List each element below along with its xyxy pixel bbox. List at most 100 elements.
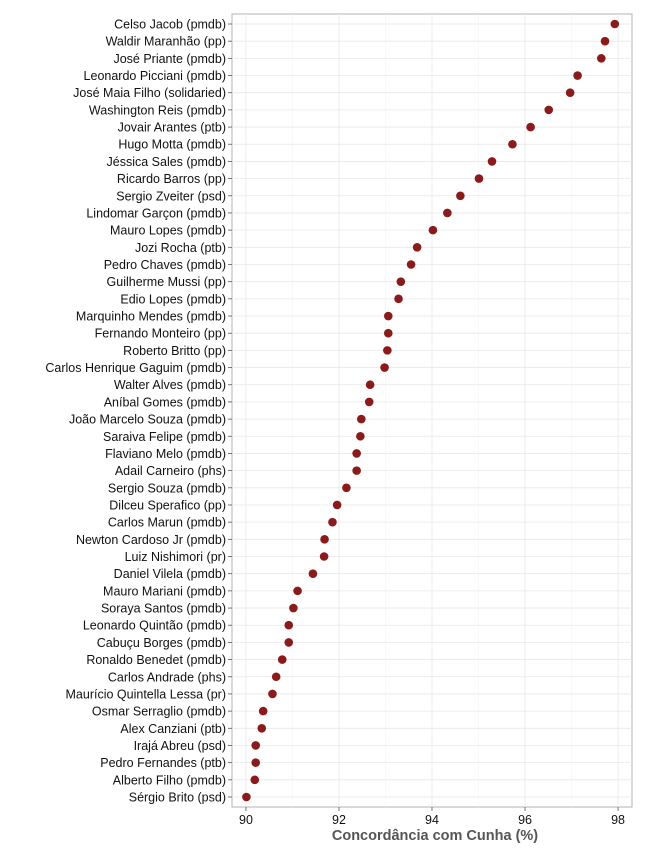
category-label: Irajá Abreu (psd) [134, 739, 226, 753]
category-label: Flaviano Melo (pmdb) [105, 447, 226, 461]
category-label: Leonardo Picciani (pmdb) [84, 69, 226, 83]
category-label: Carlos Andrade (phs) [108, 670, 226, 684]
category-label: Alex Canziani (ptb) [120, 722, 226, 736]
data-point [443, 208, 452, 218]
category-label: Aníbal Gomes (pmdb) [104, 395, 226, 409]
data-point [565, 88, 575, 98]
data-point [544, 105, 554, 115]
data-point [474, 174, 484, 183]
axis-ticks [228, 23, 619, 811]
data-point [251, 741, 261, 750]
category-label: Waldir Maranhão (pp) [106, 35, 226, 49]
data-point [319, 552, 329, 561]
data-point [383, 328, 393, 338]
data-point [257, 723, 267, 733]
category-label: Saraiva Felipe (pmdb) [103, 430, 226, 444]
data-point [242, 792, 251, 802]
category-label: Roberto Britto (pp) [123, 344, 226, 358]
category-label: Pedro Fernandes (ptb) [100, 756, 226, 770]
data-point [380, 363, 389, 372]
category-label: Dilceu Sperafico (pp) [109, 498, 226, 512]
category-label: Hugo Motta (pmdb) [118, 138, 226, 152]
category-label: Jozi Rocha (ptb) [135, 241, 226, 255]
data-points [242, 19, 620, 802]
category-label: Daniel Vilela (pmdb) [114, 567, 226, 581]
minor-gridlines [292, 14, 572, 807]
data-point [394, 294, 403, 304]
major-gridlines [232, 14, 632, 807]
data-point [284, 620, 294, 630]
data-point [357, 414, 366, 424]
data-point [342, 483, 351, 493]
category-label: Edio Lopes (pmdb) [120, 292, 226, 306]
data-point [268, 689, 277, 699]
data-point [487, 157, 497, 166]
data-point [365, 380, 375, 390]
data-point [308, 569, 318, 578]
category-label: Guilherme Mussi (pp) [107, 275, 226, 289]
x-tick-label: 98 [611, 813, 625, 827]
category-label: Newton Cardoso Jr (pmdb) [76, 533, 226, 547]
category-label: Leonardo Quintão (pmdb) [83, 619, 226, 633]
category-label: Fernando Monteiro (pp) [95, 327, 226, 341]
category-label: Sergio Zveiter (psd) [116, 189, 226, 203]
data-point [383, 346, 392, 355]
data-point [352, 466, 361, 475]
data-point [526, 122, 535, 132]
data-point [508, 139, 517, 149]
x-tick-label: 90 [239, 813, 253, 827]
data-point [396, 277, 406, 286]
data-point [284, 638, 294, 647]
data-point [600, 36, 610, 46]
x-axis-title: Concordância com Cunha (%) [332, 828, 538, 844]
category-label: Sérgio Brito (psd) [129, 791, 226, 805]
category-label: Washington Reis (pmdb) [89, 103, 226, 117]
data-point [573, 71, 582, 80]
category-label: Carlos Marun (pmdb) [108, 516, 226, 530]
category-label: João Marcelo Souza (pmdb) [69, 413, 226, 427]
data-point [406, 260, 416, 269]
x-tick-label: 92 [332, 813, 346, 827]
category-label: José Maia Filho (solidaried) [73, 86, 226, 100]
data-point [293, 586, 302, 596]
data-point [251, 758, 261, 767]
data-point [456, 191, 465, 201]
category-label: Adail Carneiro (phs) [115, 464, 226, 478]
data-point [352, 449, 361, 458]
category-label: Lindomar Garçon (pmdb) [86, 206, 226, 220]
category-label: Carlos Henrique Gaguim (pmdb) [45, 361, 226, 375]
data-point [383, 311, 393, 321]
category-label: Mauro Lopes (pmdb) [110, 224, 226, 238]
data-point [356, 431, 365, 441]
x-tick-label: 96 [518, 813, 532, 827]
data-point [320, 535, 329, 544]
x-tick-label: 94 [425, 813, 439, 827]
data-point [328, 517, 337, 527]
data-point [364, 397, 374, 407]
data-point [428, 225, 438, 235]
category-label: Luiz Nishimori (pr) [125, 550, 226, 564]
category-label: Soraya Santos (pmdb) [101, 602, 226, 616]
category-label: Osmar Serraglio (pmdb) [92, 705, 226, 719]
category-label: Cabuçu Borges (pmdb) [97, 636, 226, 650]
category-label: Marquinho Mendes (pmdb) [76, 310, 226, 324]
x-tick-labels: 90 92 94 96 98 [239, 813, 625, 827]
data-point [250, 775, 260, 785]
data-point [597, 54, 606, 63]
category-label: Alberto Filho (pmdb) [113, 773, 226, 787]
category-label: Sergio Souza (pmdb) [108, 481, 226, 495]
category-label: Mauro Mariani (pmdb) [103, 584, 226, 598]
category-label: Ronaldo Benedet (pmdb) [86, 653, 226, 667]
category-label: Walter Alves (pmdb) [114, 378, 226, 392]
data-point [271, 672, 281, 682]
category-label: Maurício Quintella Lessa (pr) [66, 687, 226, 701]
data-point [332, 500, 342, 510]
category-label: Jéssica Sales (pmdb) [107, 155, 227, 169]
category-label: Pedro Chaves (pmdb) [104, 258, 226, 272]
data-point [258, 706, 268, 716]
category-label: Celso Jacob (pmdb) [114, 18, 226, 32]
category-label: Ricardo Barros (pp) [117, 172, 226, 186]
data-point [610, 19, 620, 29]
data-point [289, 603, 298, 613]
